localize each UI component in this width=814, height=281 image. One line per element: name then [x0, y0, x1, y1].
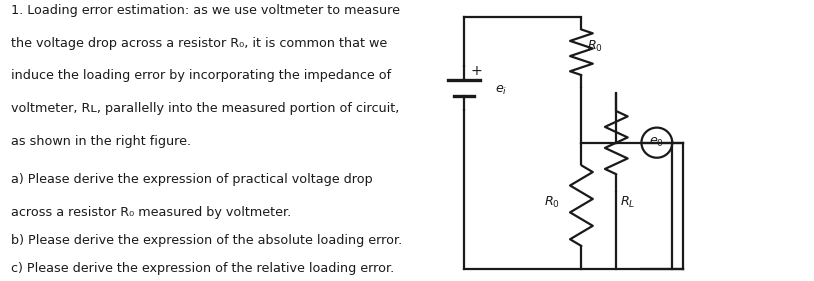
- Text: c) Please derive the expression of the relative loading error.: c) Please derive the expression of the r…: [11, 262, 394, 275]
- Text: $R_L$: $R_L$: [620, 195, 636, 210]
- Text: a) Please derive the expression of practical voltage drop: a) Please derive the expression of pract…: [11, 173, 373, 187]
- Text: 1. Loading error estimation: as we use voltmeter to measure: 1. Loading error estimation: as we use v…: [11, 4, 400, 17]
- Text: $e_0$: $e_0$: [650, 136, 664, 149]
- Text: as shown in the right figure.: as shown in the right figure.: [11, 135, 191, 148]
- Text: $R_0$: $R_0$: [544, 195, 559, 210]
- Text: induce the loading error by incorporating the impedance of: induce the loading error by incorporatin…: [11, 69, 392, 82]
- Text: $e_i$: $e_i$: [495, 84, 507, 97]
- Text: +: +: [470, 64, 482, 78]
- Text: the voltage drop across a resistor R₀, it is common that we: the voltage drop across a resistor R₀, i…: [11, 37, 387, 49]
- Text: $R_0$: $R_0$: [587, 39, 603, 54]
- Text: across a resistor R₀ measured by voltmeter.: across a resistor R₀ measured by voltmet…: [11, 206, 291, 219]
- Text: voltmeter, Rʟ, parallelly into the measured portion of circuit,: voltmeter, Rʟ, parallelly into the measu…: [11, 102, 400, 115]
- Text: b) Please derive the expression of the absolute loading error.: b) Please derive the expression of the a…: [11, 234, 402, 247]
